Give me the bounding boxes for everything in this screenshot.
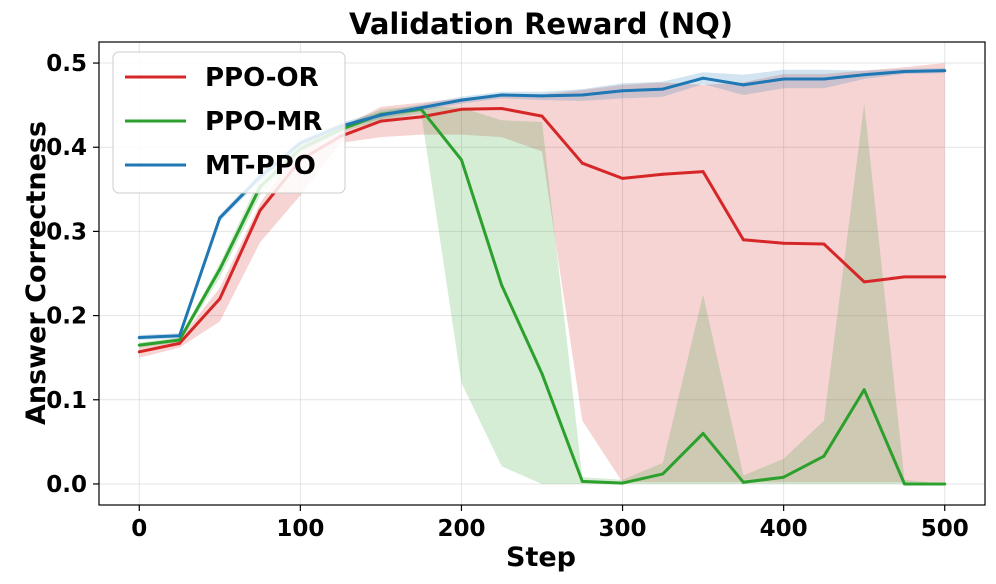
- mt-ppo-point: [379, 113, 383, 117]
- ppo-or-band: [139, 63, 945, 483]
- confidence-bands: [139, 63, 945, 484]
- mt-ppo-point: [580, 93, 584, 97]
- x-tick-label: 0: [131, 516, 147, 542]
- ppo-or-point: [218, 297, 222, 301]
- x-axis-label: Step: [506, 542, 576, 573]
- ppo-or-point: [782, 241, 785, 245]
- mt-ppo-point: [500, 93, 504, 97]
- ppo-mr-point: [500, 283, 504, 287]
- ppo-mr-point: [782, 475, 785, 479]
- x-tick-label: 400: [760, 516, 808, 542]
- mt-ppo-point: [782, 77, 785, 81]
- mt-ppo-point: [621, 89, 624, 93]
- ppo-or-point: [460, 107, 463, 111]
- ppo-mr-point: [943, 482, 947, 486]
- ppo-or-point: [742, 238, 745, 242]
- mt-ppo-point: [218, 216, 222, 220]
- y-tick-label: 0.5: [46, 51, 87, 77]
- legend-box: [112, 51, 346, 194]
- mt-ppo-point: [460, 98, 463, 102]
- x-axis-ticks: 0 100 200 300 400 500: [131, 505, 969, 542]
- ppo-mr-point: [540, 372, 544, 376]
- ppo-or-point: [500, 107, 504, 110]
- ppo-mr-point: [862, 388, 866, 392]
- ppo-or-point: [379, 119, 383, 123]
- ppo-mr-point: [460, 158, 463, 162]
- ppo-or-point: [943, 275, 947, 279]
- ppo-or-point: [822, 242, 826, 246]
- mt-ppo-point: [137, 336, 141, 339]
- plot-frame: [98, 41, 986, 506]
- ppo-mr-point: [580, 480, 584, 483]
- mt-ppo-point: [822, 77, 826, 81]
- ppo-mr-point: [621, 481, 624, 485]
- y-tick-label: 0.1: [46, 388, 87, 414]
- x-tick-label: 100: [276, 516, 324, 542]
- mt-ppo-point: [540, 94, 544, 98]
- ppo-or-point: [419, 115, 423, 119]
- legend-label: MT-PPO: [205, 151, 316, 181]
- y-tick-label: 0.3: [46, 219, 87, 245]
- ppo-mr-point: [178, 338, 181, 342]
- ppo-mr-point: [822, 454, 826, 458]
- ppo-or-point: [661, 172, 665, 176]
- mt-ppo-point: [903, 70, 906, 73]
- ppo-or-point: [580, 161, 584, 165]
- y-tick-label: 0.2: [46, 304, 87, 330]
- x-tick-label: 500: [921, 516, 969, 542]
- mt-ppo-point: [742, 83, 745, 87]
- ppo-mr-point: [661, 472, 665, 476]
- ppo-or-point: [621, 177, 624, 180]
- ppo-or-point: [137, 350, 141, 354]
- ppo-mr-point: [903, 482, 906, 486]
- legend-item-ppo-or[interactable]: PPO-OR: [125, 63, 319, 93]
- ppo-mr-point: [137, 343, 141, 347]
- x-tick-label: 300: [599, 516, 647, 542]
- legend-item-mt-ppo[interactable]: MT-PPO: [125, 151, 316, 181]
- ppo-mr-point: [701, 432, 705, 435]
- ppo-or-point: [903, 275, 906, 279]
- mt-ppo-point: [862, 73, 866, 77]
- mt-ppo-point: [943, 69, 947, 72]
- y-axis-label: Answer Correctness: [21, 121, 52, 425]
- ppo-mr-point: [218, 267, 222, 271]
- mt-ppo-point: [701, 76, 705, 80]
- ppo-or-point: [258, 209, 262, 212]
- y-tick-label: 0.4: [46, 135, 87, 161]
- y-axis-ticks: 0.0 0.1 0.2 0.3 0.4 0.5: [46, 51, 99, 498]
- chart-title: Validation Reward (NQ): [349, 7, 733, 41]
- ppo-or-point: [862, 280, 866, 284]
- legend[interactable]: PPO-OR PPO-MR MT-PPO: [112, 51, 346, 194]
- ppo-or-point: [701, 170, 705, 174]
- mt-ppo-point: [661, 87, 665, 91]
- x-tick-label: 200: [437, 516, 485, 542]
- y-tick-label: 0.0: [46, 472, 87, 498]
- ppo-or-point: [178, 342, 181, 345]
- mt-ppo-point: [178, 334, 181, 338]
- mt-ppo-point: [419, 106, 423, 110]
- ppo-mr-band: [139, 103, 945, 484]
- ppo-or-point: [540, 114, 544, 118]
- ppo-mr-point: [742, 480, 745, 484]
- legend-label: PPO-MR: [205, 107, 322, 137]
- legend-item-ppo-mr[interactable]: PPO-MR: [125, 107, 322, 137]
- legend-label: PPO-OR: [205, 63, 319, 93]
